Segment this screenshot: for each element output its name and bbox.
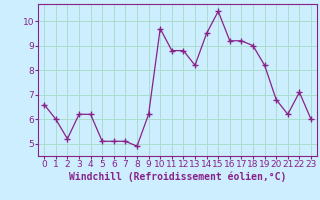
X-axis label: Windchill (Refroidissement éolien,°C): Windchill (Refroidissement éolien,°C) [69,172,286,182]
